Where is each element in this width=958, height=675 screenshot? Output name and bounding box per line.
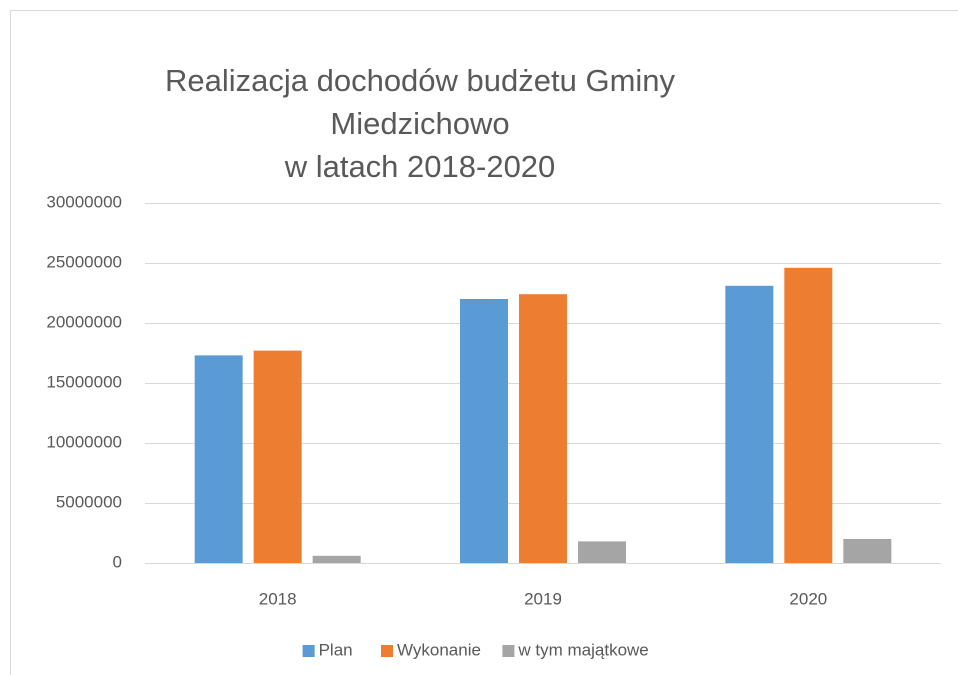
legend-label: Wykonanie — [397, 640, 481, 659]
legend-swatch — [381, 645, 393, 657]
bar — [460, 299, 508, 563]
y-tick-label: 5000000 — [56, 492, 122, 511]
bar — [578, 541, 626, 563]
x-tick-label: 2018 — [259, 589, 297, 608]
bar — [312, 555, 361, 563]
bar — [784, 267, 833, 563]
bar — [194, 355, 243, 563]
y-tick-label: 0 — [113, 552, 122, 571]
chart-title: w latach 2018-2020 — [284, 149, 556, 184]
y-tick-label: 30000000 — [46, 192, 122, 211]
legend-label: w tym majątkowe — [517, 640, 648, 659]
bar — [519, 294, 567, 563]
y-tick-label: 20000000 — [46, 312, 122, 331]
bar — [843, 539, 892, 563]
y-tick-label: 25000000 — [46, 252, 122, 271]
bar — [725, 285, 774, 563]
bar — [253, 350, 302, 563]
x-tick-label: 2020 — [789, 589, 827, 608]
legend-swatch — [502, 645, 515, 657]
y-tick-label: 10000000 — [46, 432, 122, 451]
legend-label: Plan — [319, 640, 353, 659]
legend-swatch — [302, 645, 315, 657]
chart-title: Realizacja dochodów budżetu Gminy — [165, 63, 676, 98]
chart-title: Miedzichowo — [330, 106, 509, 141]
x-tick-label: 2019 — [524, 589, 562, 608]
y-tick-label: 15000000 — [46, 372, 122, 391]
